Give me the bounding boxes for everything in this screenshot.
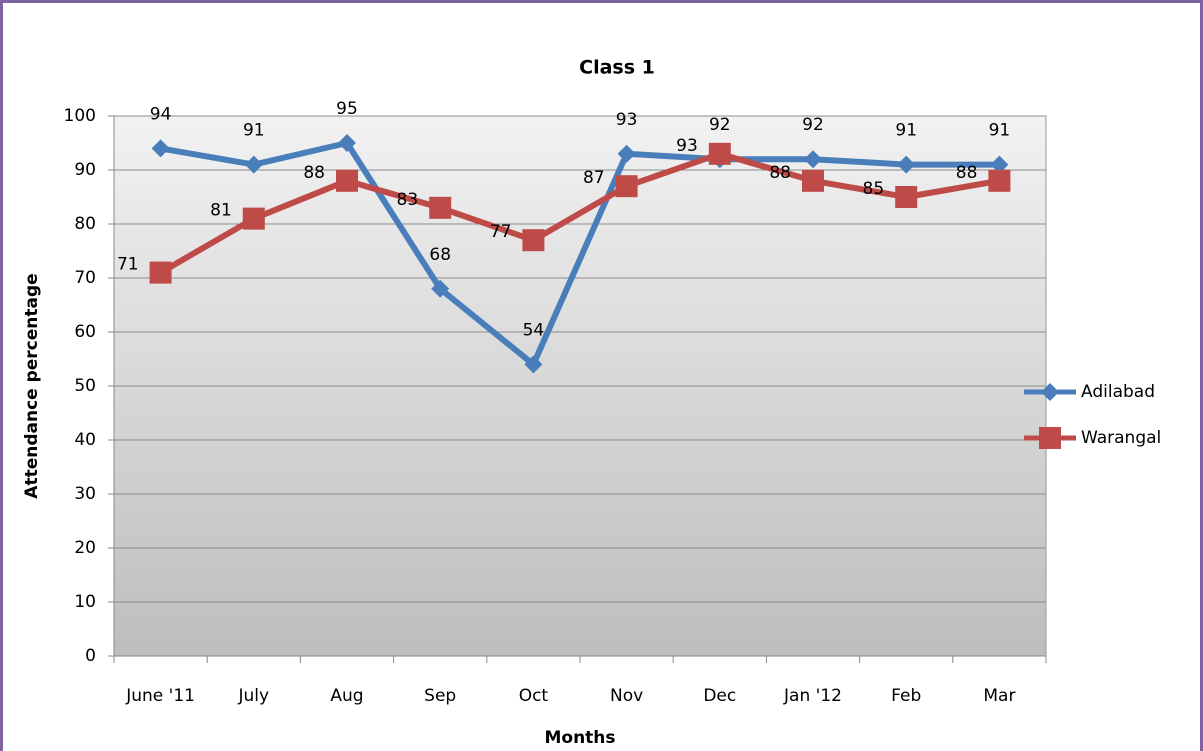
data-label: 95 [336, 99, 358, 119]
legend-marker [1041, 383, 1059, 401]
y-tick-label: 70 [74, 268, 96, 288]
data-label: 93 [616, 110, 638, 130]
data-label: 92 [709, 115, 731, 135]
x-tick-label: Jan '12 [783, 686, 842, 706]
marker [708, 142, 731, 165]
x-tick-label: Feb [891, 686, 921, 706]
legend-marker [1039, 427, 1061, 449]
x-tick-label: Dec [703, 686, 736, 706]
marker [336, 169, 358, 192]
marker [990, 155, 1009, 174]
data-label: 92 [802, 115, 824, 135]
y-tick-label: 0 [85, 646, 96, 666]
marker [802, 169, 824, 192]
x-tick-label: Mar [983, 686, 1015, 706]
x-tick-label: June '11 [125, 686, 195, 706]
y-tick-label: 50 [74, 376, 96, 396]
marker [431, 279, 450, 298]
marker [897, 155, 916, 174]
data-label: 91 [243, 121, 265, 141]
data-label: 81 [210, 201, 232, 221]
y-axis-label: Attendance percentage [22, 273, 42, 498]
y-tick-label: 90 [74, 160, 96, 180]
marker [429, 196, 452, 219]
marker [242, 207, 265, 230]
data-label: 88 [956, 163, 978, 183]
chart-title: Class 1 [579, 57, 655, 79]
data-label: 88 [303, 163, 325, 183]
data-label: 54 [523, 320, 545, 340]
marker [988, 169, 1011, 192]
x-tick-label: Aug [330, 686, 363, 706]
data-label: 93 [676, 136, 698, 156]
marker [524, 355, 543, 374]
y-tick-label: 80 [74, 214, 96, 234]
marker [804, 150, 822, 169]
y-tick-label: 10 [74, 592, 96, 612]
marker [522, 229, 545, 252]
series-line [159, 150, 1000, 276]
marker [149, 261, 172, 284]
marker [151, 139, 170, 158]
data-label: 91 [895, 121, 917, 141]
y-tick-label: 60 [74, 322, 96, 342]
y-tick-label: 20 [74, 538, 96, 558]
data-label: 94 [150, 104, 172, 124]
series-line [160, 140, 1000, 368]
marker [338, 134, 356, 152]
marker [617, 144, 636, 163]
data-label: 91 [989, 121, 1011, 141]
marker [615, 175, 638, 198]
y-tick-label: 40 [74, 430, 96, 450]
y-tick-label: 100 [64, 106, 96, 126]
data-label: 77 [490, 222, 512, 242]
legend-label: Warangal [1081, 428, 1161, 448]
data-label: 83 [397, 190, 419, 210]
x-tick-label: Sep [424, 686, 456, 706]
data-label: 87 [583, 168, 605, 188]
data-label: 68 [429, 245, 451, 265]
x-tick-label: July [238, 686, 270, 706]
x-tick-label: Oct [519, 686, 549, 706]
marker [895, 186, 918, 208]
legend-label: Adilabad [1081, 382, 1155, 402]
data-label: 71 [117, 255, 139, 275]
data-label: 88 [769, 163, 791, 183]
y-tick-label: 30 [74, 484, 96, 504]
data-label: 85 [863, 179, 885, 199]
marker [244, 155, 263, 174]
x-axis-label: Months [544, 728, 615, 748]
x-tick-label: Nov [610, 686, 643, 706]
